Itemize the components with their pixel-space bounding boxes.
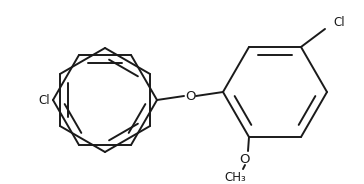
Text: CH₃: CH₃ (224, 171, 246, 183)
Text: O: O (240, 153, 250, 166)
Text: Cl: Cl (38, 93, 50, 107)
Text: Cl: Cl (333, 16, 345, 29)
Text: O: O (185, 89, 195, 102)
